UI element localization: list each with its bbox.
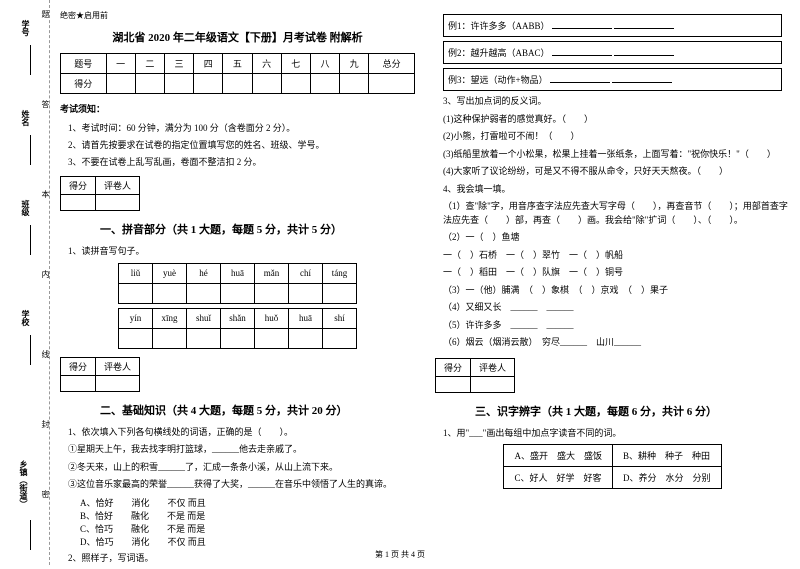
pinyin-table-1: liǔ yuè hé huā mǎn chí táng: [118, 263, 357, 304]
q2-line: ①星期天上午，我去找李明打篮球，______他去走亲戚了。: [68, 443, 415, 457]
secret-label: 绝密★启用前: [60, 10, 415, 21]
q2-line: ②冬天来，山上的积雪______了，汇成一条条小溪，从山上流下来。: [68, 461, 415, 475]
section-3-heading: 三、识字辨字（共 1 大题，每题 6 分，共计 6 分）: [475, 403, 717, 419]
section-2-heading: 二、基础知识（共 4 大题，每题 5 分，共计 20 分）: [100, 402, 348, 418]
option-a: A、恰好 消化 不仅 而且: [80, 496, 415, 509]
grade-box: 得分评卷人: [60, 176, 140, 211]
grade-box: 得分评卷人: [60, 357, 140, 392]
q4-2-item: （4）又细又长 ______ ______: [443, 301, 790, 315]
option-d: D、恰巧 消化 不仅 而且: [80, 535, 415, 548]
word-table: A、盛开 盛大 盛饭 B、耕种 种子 种田 C、好人 好学 好客 D、养分 水分…: [503, 444, 721, 489]
question-2-1: 1、依次填入下列各句横线处的词语，正确的是（ ）。: [68, 426, 415, 440]
binding-margin: 学号 姓名 班级 学校 乡镇（街道） 题 答 本 内 线 封 密: [0, 0, 50, 565]
q3-item: (2)小熊，打雷啦可不闹！（ ）: [443, 130, 790, 144]
q2-line: ③这位音乐家最高的荣誉______获得了大奖，______在音乐中领悟了人生的真…: [68, 478, 415, 492]
page-content: 绝密★启用前 湖北省 2020 年二年级语文【下册】月考试卷 附解析 题号 一 …: [60, 10, 790, 569]
q4-2-item: （2）一（ ）鱼塘: [443, 231, 790, 245]
example-2: 例2：越升越高（ABAC）: [443, 41, 782, 64]
margin-lbl: 学号: [20, 20, 31, 36]
exam-title: 湖北省 2020 年二年级语文【下册】月考试卷 附解析: [60, 29, 415, 45]
question-4: 4、我会填一填。: [443, 183, 790, 197]
notice-heading: 考试须知：: [60, 102, 415, 115]
right-column: 例1：许许多多（AABB） 例2：越升越高（ABAC） 例3：望远（动作+物品）…: [435, 10, 790, 569]
notice-item: 3、不要在试卷上乱写乱画，卷面不整洁扣 2 分。: [68, 155, 415, 168]
section-1-heading: 一、拼音部分（共 1 大题，每题 5 分，共计 5 分）: [100, 221, 342, 237]
margin-lbl: 学校: [20, 310, 31, 326]
q3-item: (4)大家听了议论纷纷，可是又不得不服从命令，只好天天熬夜。（ ）: [443, 165, 790, 179]
example-1: 例1：许许多多（AABB）: [443, 14, 782, 37]
q4-1: （1）查"除"字，用音序查字法应先查大写字母（ ），再查音节（ ）；用部首查字法…: [443, 200, 790, 227]
q4-2-item: 一（ ）石桥 一（ ）翠竹 一（ ）帆船: [443, 249, 790, 263]
option-c: C、恰巧 融化 不是 而是: [80, 522, 415, 535]
left-column: 绝密★启用前 湖北省 2020 年二年级语文【下册】月考试卷 附解析 题号 一 …: [60, 10, 415, 569]
q4-2-item: （6）烟云（烟消云散） 穷尽______ 山川______: [443, 336, 790, 350]
page-footer: 第 1 页 共 4 页: [0, 549, 800, 560]
q4-2-item: （5）许许多多 ______ ______: [443, 319, 790, 333]
score-table: 题号 一 二 三 四 五 六 七 八 九 总分 得分: [60, 53, 415, 94]
margin-lbl: 姓名: [20, 110, 31, 126]
grade-box: 得分评卷人: [435, 358, 515, 393]
question-3: 3、写出加点词的反义词。: [443, 95, 790, 109]
q3-item: (1)这种保护弱者的感觉真好。（ ）: [443, 113, 790, 127]
question-3-1: 1、用"___"画出每组中加点字读音不同的词。: [443, 427, 790, 441]
notice-item: 2、请首先按要求在试卷的指定位置填写您的姓名、班级、学号。: [68, 138, 415, 151]
notice-item: 1、考试时间：60 分钟，满分为 100 分（含卷面分 2 分）。: [68, 121, 415, 134]
q4-2-item: （3）一（他）脯满 （ ）象棋 （ ）京戏 （ ）果子: [443, 284, 790, 298]
q3-item: (3)纸船里放着一个小松果，松果上挂着一张纸条，上面写着："祝你快乐！"（ ）: [443, 148, 790, 162]
option-b: B、恰好 融化 不是 而是: [80, 509, 415, 522]
q4-2-item: 一（ ）稻田 一（ ）队旗 一（ ）铜号: [443, 266, 790, 280]
question-1: 1、读拼音写句子。: [68, 245, 415, 259]
margin-lbl: 班级: [20, 200, 31, 216]
margin-lbl: 乡镇（街道）: [18, 460, 29, 508]
pinyin-table-2: yín xīng shuǐ shǎn huǒ huā shí: [118, 308, 357, 349]
example-3: 例3：望远（动作+物品）: [443, 68, 782, 91]
